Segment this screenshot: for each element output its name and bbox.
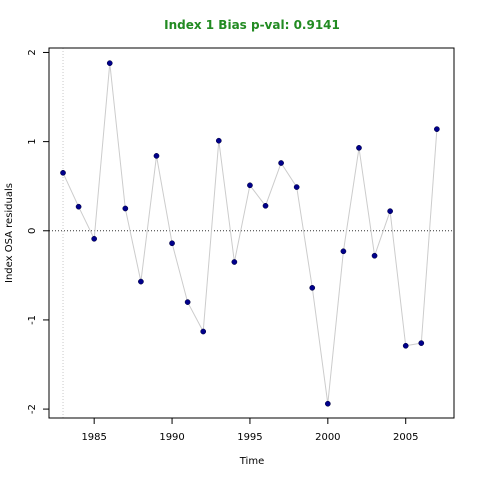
data-point xyxy=(215,137,222,144)
y-tick-label: 2 xyxy=(27,49,38,55)
data-point xyxy=(106,60,113,67)
data-point xyxy=(138,278,144,285)
x-tick-label: 2005 xyxy=(393,432,418,443)
y-tick-label: -1 xyxy=(27,315,38,325)
x-tick-label: 1985 xyxy=(81,432,106,443)
data-point xyxy=(184,299,191,305)
data-point xyxy=(418,340,425,346)
chart-title: Index 1 Bias p-val: 0.9141 xyxy=(164,18,340,32)
y-axis-label: Index OSA residuals xyxy=(4,183,15,283)
data-point xyxy=(153,153,160,159)
data-point xyxy=(60,169,66,176)
plot-frame xyxy=(48,47,455,419)
data-point xyxy=(309,284,316,291)
x-tick-label: 1990 xyxy=(159,432,184,443)
data-point xyxy=(169,240,175,247)
data-point xyxy=(324,400,331,407)
y-tick-label: -2 xyxy=(27,404,38,414)
data-point xyxy=(340,248,347,255)
data-point xyxy=(200,328,207,335)
data-point xyxy=(402,342,409,349)
plot-layer: 1985 1990 1995 2000 2005 -2 -1 0 1 2 xyxy=(27,47,455,443)
series-line xyxy=(62,63,438,404)
data-point xyxy=(371,252,378,259)
x-tick-label: 2000 xyxy=(315,432,340,443)
x-tick-label: 1995 xyxy=(237,432,262,443)
data-point xyxy=(278,160,284,166)
y-tick-label: 1 xyxy=(27,138,38,144)
y-tick-label: 0 xyxy=(27,228,38,234)
data-point xyxy=(293,184,300,190)
data-point xyxy=(434,126,440,132)
x-axis-label: Time xyxy=(239,456,264,467)
data-point xyxy=(262,202,269,209)
data-point xyxy=(75,203,82,210)
data-point xyxy=(231,259,238,265)
data-point xyxy=(122,205,129,212)
data-point xyxy=(247,182,253,189)
data-point xyxy=(91,235,98,242)
data-point xyxy=(356,145,362,151)
data-point xyxy=(387,208,393,215)
